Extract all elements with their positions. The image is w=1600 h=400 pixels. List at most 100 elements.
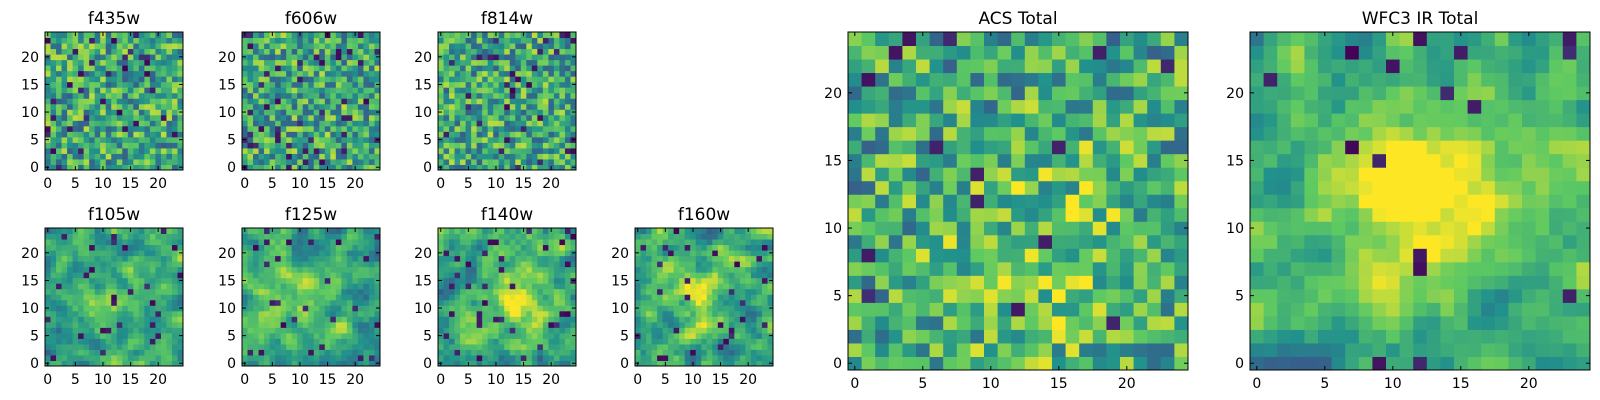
heatmap-cell	[929, 275, 944, 290]
heatmap-cell	[264, 65, 271, 72]
heatmap-cell	[443, 294, 450, 301]
heatmap-cell	[570, 354, 577, 361]
heatmap-cell	[291, 233, 298, 240]
heatmap-cell	[1079, 261, 1094, 276]
heatmap-cell	[160, 250, 167, 257]
heatmap-cell	[94, 98, 101, 105]
heatmap-cell	[61, 349, 68, 356]
heatmap-cell	[526, 316, 533, 323]
heatmap-cell	[471, 228, 478, 235]
heatmap-cell	[247, 239, 254, 246]
heatmap-cell	[635, 321, 642, 328]
heatmap-cell	[875, 261, 890, 276]
heatmap-cell	[341, 54, 348, 61]
heatmap-cell	[368, 354, 375, 361]
heatmap-cell	[335, 65, 342, 72]
heatmap-cell	[133, 81, 140, 88]
heatmap-cell	[127, 261, 134, 268]
heatmap-cell	[286, 103, 293, 110]
heatmap-cell	[363, 349, 370, 356]
heatmap-cell	[171, 43, 178, 50]
heatmap-cell	[346, 283, 353, 290]
heatmap-cell	[673, 239, 680, 246]
heatmap-cell	[83, 233, 90, 240]
heatmap-cell	[482, 109, 489, 116]
heatmap-cell	[324, 272, 331, 279]
heatmap-cell	[352, 136, 359, 143]
heatmap-cell	[138, 321, 145, 328]
heatmap-cell	[324, 288, 331, 295]
heatmap-cell	[548, 239, 555, 246]
heatmap-cell	[253, 147, 260, 154]
heatmap-cell	[1174, 356, 1189, 371]
heatmap-cell	[750, 239, 757, 246]
heatmap-cell	[111, 310, 118, 317]
heatmap-cell	[313, 120, 320, 127]
heatmap-cell	[701, 294, 708, 301]
heatmap-cell	[297, 332, 304, 339]
heatmap-cell	[330, 305, 337, 312]
heatmap-cell	[319, 131, 326, 138]
heatmap-cell	[460, 43, 467, 50]
heatmap-cell	[695, 338, 702, 345]
heatmap-cell	[171, 65, 178, 72]
heatmap-cell	[662, 288, 669, 295]
heatmap-cell	[67, 294, 74, 301]
heatmap-cell	[269, 332, 276, 339]
heatmap-cell	[319, 332, 326, 339]
heatmap-cell	[767, 266, 774, 273]
heatmap-cell	[548, 59, 555, 66]
heatmap-cell	[723, 343, 730, 350]
heatmap-cell	[67, 233, 74, 240]
heatmap-cell	[498, 349, 505, 356]
heatmap-cell	[679, 250, 686, 257]
heatmap-cell	[50, 92, 57, 99]
heatmap-cell	[646, 349, 653, 356]
heatmap-cell	[149, 360, 156, 367]
heatmap-cell	[756, 338, 763, 345]
heatmap-cell	[127, 65, 134, 72]
heatmap-cell	[374, 76, 381, 83]
heatmap-cell	[242, 92, 249, 99]
heatmap-cell	[668, 255, 675, 262]
heatmap-cell	[111, 153, 118, 160]
heatmap-cell	[684, 288, 691, 295]
heatmap-cell	[706, 272, 713, 279]
heatmap-cell	[149, 125, 156, 132]
heatmap-cell	[357, 131, 364, 138]
heatmap-cell	[515, 125, 522, 132]
heatmap-cell	[1011, 315, 1026, 330]
heatmap-cell	[171, 153, 178, 160]
heatmap-cell	[341, 228, 348, 235]
heatmap-cell	[116, 87, 123, 94]
heatmap-cell	[1038, 329, 1053, 344]
heatmap-cell	[635, 272, 642, 279]
heatmap-cell	[144, 65, 151, 72]
heatmap-cell	[723, 321, 730, 328]
heatmap-cell	[275, 288, 282, 295]
heatmap-cell	[275, 103, 282, 110]
heatmap-cell	[498, 343, 505, 350]
heatmap-cell	[363, 360, 370, 367]
heatmap-cell	[723, 360, 730, 367]
heatmap-cell	[258, 147, 265, 154]
heatmap-cell	[471, 360, 478, 367]
heatmap-cell	[171, 299, 178, 306]
heatmap-cell	[662, 299, 669, 306]
heatmap-cell	[72, 244, 79, 251]
heatmap-cell	[1106, 288, 1121, 303]
heatmap-cell	[171, 261, 178, 268]
heatmap-cell	[443, 343, 450, 350]
heatmap-cell	[684, 327, 691, 334]
heatmap-cell	[177, 255, 184, 262]
heatmap-cell	[50, 360, 57, 367]
heatmap-cell	[89, 158, 96, 165]
heatmap-cell	[61, 244, 68, 251]
heatmap-cell	[848, 221, 863, 236]
heatmap-cell	[509, 43, 516, 50]
heatmap-cell	[888, 275, 903, 290]
heatmap-cell	[330, 228, 337, 235]
heatmap-cell	[111, 37, 118, 44]
heatmap-cell	[515, 327, 522, 334]
heatmap-cell	[509, 239, 516, 246]
